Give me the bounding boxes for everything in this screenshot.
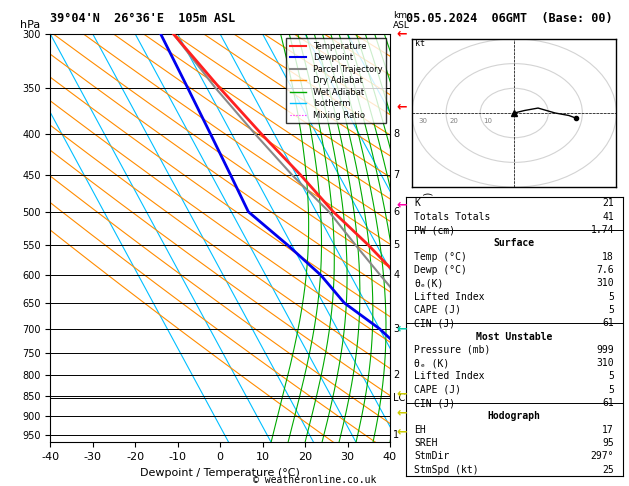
Text: Dewp (°C): Dewp (°C) (415, 265, 467, 275)
Text: CAPE (J): CAPE (J) (415, 385, 462, 395)
Text: Temp (°C): Temp (°C) (415, 252, 467, 262)
Text: θₑ(K): θₑ(K) (415, 278, 444, 288)
Text: 5: 5 (608, 292, 614, 302)
Text: ←: ← (396, 322, 407, 335)
Text: 20: 20 (450, 118, 459, 124)
Text: 21: 21 (603, 198, 614, 208)
Text: 5: 5 (608, 385, 614, 395)
Text: SREH: SREH (415, 438, 438, 448)
Text: 2: 2 (393, 370, 399, 380)
Text: LCL: LCL (393, 393, 411, 402)
Text: 999: 999 (596, 345, 614, 355)
Text: kt: kt (415, 39, 425, 48)
Text: 5: 5 (608, 371, 614, 382)
Text: ←: ← (396, 28, 407, 40)
Text: Pressure (mb): Pressure (mb) (415, 345, 491, 355)
Text: 8: 8 (393, 129, 399, 139)
Text: 310: 310 (596, 278, 614, 288)
Text: © weatheronline.co.uk: © weatheronline.co.uk (253, 475, 376, 485)
Text: 1: 1 (393, 430, 399, 440)
Text: StmDir: StmDir (415, 451, 450, 461)
Text: ←: ← (396, 406, 407, 419)
Text: θₑ (K): θₑ (K) (415, 358, 450, 368)
Text: 7.6: 7.6 (596, 265, 614, 275)
Text: 30: 30 (419, 118, 428, 124)
Text: CAPE (J): CAPE (J) (415, 305, 462, 315)
Text: 10: 10 (484, 118, 493, 124)
Text: 5: 5 (393, 240, 399, 250)
Text: ←: ← (396, 388, 407, 401)
Text: 4: 4 (393, 270, 399, 280)
Text: 5: 5 (608, 305, 614, 315)
Text: Most Unstable: Most Unstable (476, 331, 552, 342)
Text: 61: 61 (603, 318, 614, 328)
Text: PW (cm): PW (cm) (415, 225, 455, 235)
Text: 05.05.2024  06GMT  (Base: 00): 05.05.2024 06GMT (Base: 00) (406, 12, 612, 25)
Text: 61: 61 (603, 398, 614, 408)
Text: hPa: hPa (19, 20, 40, 30)
Text: ←: ← (396, 101, 407, 113)
Text: Lifted Index: Lifted Index (415, 292, 485, 302)
Legend: Temperature, Dewpoint, Parcel Trajectory, Dry Adiabat, Wet Adiabat, Isotherm, Mi: Temperature, Dewpoint, Parcel Trajectory… (286, 38, 386, 123)
Text: EH: EH (415, 425, 426, 434)
Text: 25: 25 (603, 465, 614, 475)
Text: 95: 95 (603, 438, 614, 448)
Text: 297°: 297° (591, 451, 614, 461)
Text: 6: 6 (393, 207, 399, 217)
Text: Hodograph: Hodograph (487, 411, 541, 421)
Text: 41: 41 (603, 212, 614, 222)
Text: 18: 18 (603, 252, 614, 262)
Text: K: K (415, 198, 420, 208)
Text: ←: ← (396, 425, 407, 438)
Text: 7: 7 (393, 170, 399, 180)
Text: km
ASL: km ASL (393, 11, 410, 30)
Text: 1.74: 1.74 (591, 225, 614, 235)
Text: CIN (J): CIN (J) (415, 398, 455, 408)
Text: CIN (J): CIN (J) (415, 318, 455, 328)
Text: 17: 17 (603, 425, 614, 434)
Text: 310: 310 (596, 358, 614, 368)
X-axis label: Dewpoint / Temperature (°C): Dewpoint / Temperature (°C) (140, 468, 300, 478)
Text: Lifted Index: Lifted Index (415, 371, 485, 382)
Text: Mixing Ratio (g/kg): Mixing Ratio (g/kg) (424, 192, 434, 284)
Text: 39°04'N  26°36'E  105m ASL: 39°04'N 26°36'E 105m ASL (50, 12, 236, 25)
Text: Totals Totals: Totals Totals (415, 212, 491, 222)
Text: ←: ← (396, 198, 407, 211)
Text: StmSpd (kt): StmSpd (kt) (415, 465, 479, 475)
Text: Surface: Surface (494, 239, 535, 248)
Text: 3: 3 (393, 324, 399, 334)
